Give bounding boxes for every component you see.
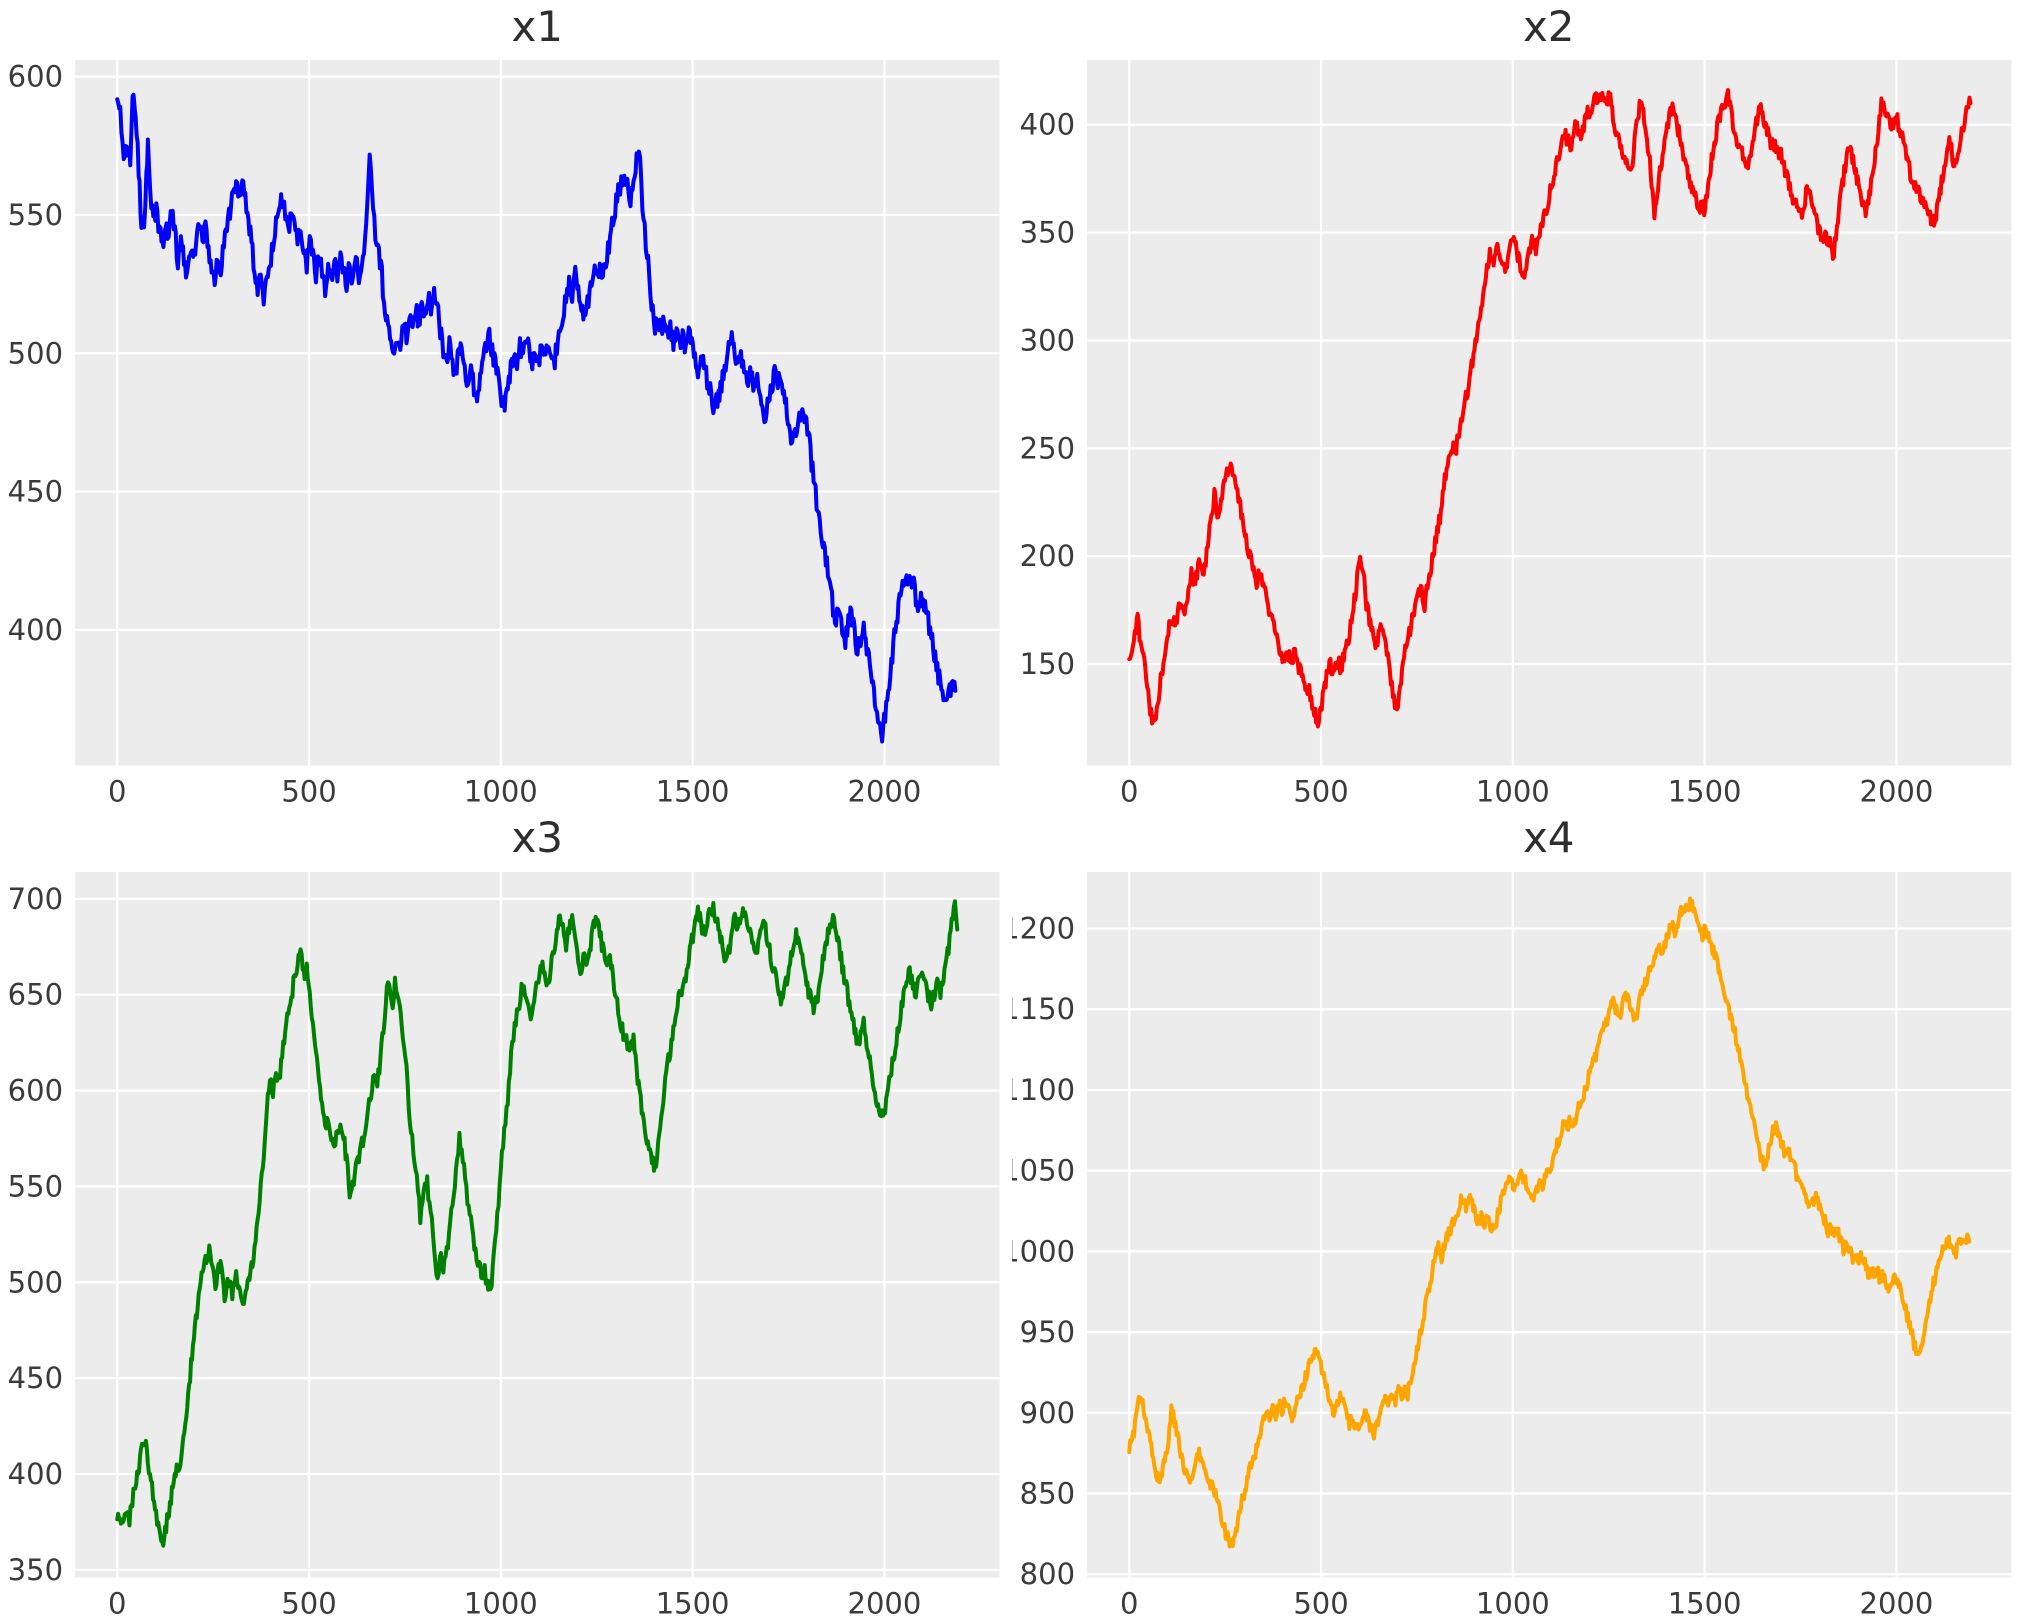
x-tick-label: 1000 <box>1475 1586 1549 1620</box>
x-tick-label: 0 <box>108 774 126 808</box>
y-tick-label: 150 <box>1019 647 1074 681</box>
y-tick-label: 500 <box>8 1265 63 1299</box>
y-tick-label: 300 <box>1019 323 1074 357</box>
x-tick-label: 0 <box>1120 774 1138 808</box>
subplot-x1: x1 0 500 1000 1500 2000 400 450 500 550 600 <box>0 0 1012 812</box>
chart-x2-canvas: 0 500 1000 1500 2000 150 200 250 300 350 400 <box>1019 60 2011 808</box>
x-tick-label: 0 <box>1120 1586 1138 1620</box>
chart-title-x4: x4 <box>1522 813 1575 862</box>
x-tick-label: 1000 <box>464 774 538 808</box>
series-line-x4 <box>1126 896 1971 1548</box>
x-tick-label: 1500 <box>1667 774 1741 808</box>
y-tick-label: 500 <box>8 336 63 370</box>
y-tick-label: 1100 <box>1012 1072 1075 1106</box>
y-tick-label: 600 <box>8 60 63 94</box>
x-tick-label: 1000 <box>1475 774 1549 808</box>
subplot-x3: x3 0 500 1000 1500 2000 350 400 450 500 550 600 650… <box>0 812 1012 1623</box>
y-tick-label: 850 <box>1019 1476 1074 1510</box>
chart-x1-canvas: 0 500 1000 1500 2000 400 450 500 550 600 <box>8 60 1000 808</box>
x-tick-label: 500 <box>281 774 336 808</box>
y-tick-label: 650 <box>8 977 63 1011</box>
y-tick-label: 450 <box>8 1361 63 1395</box>
x-tick-label: 500 <box>1293 1586 1348 1620</box>
y-tick-label: 800 <box>1019 1557 1074 1591</box>
chart-title-x1: x1 <box>511 1 564 51</box>
y-tick-label: 700 <box>8 881 63 915</box>
y-tick-label: 200 <box>1019 539 1074 573</box>
plot-area <box>75 60 1000 766</box>
chart-title-x3: x3 <box>511 813 564 862</box>
y-tick-label: 550 <box>8 1169 63 1203</box>
chart-x3-canvas: 0 500 1000 1500 2000 350 400 450 500 550 600 650 700 <box>8 871 1000 1620</box>
x-tick-label: 2000 <box>1859 1586 1933 1620</box>
x-tick-label: 500 <box>281 1586 336 1620</box>
subplot-x2: x2 0 500 1000 1500 2000 150 200 250 300 350 400 <box>1012 0 2023 812</box>
y-tick-label: 550 <box>8 198 63 232</box>
x-tick-label: 2000 <box>848 1586 922 1620</box>
y-tick-label: 1150 <box>1012 992 1075 1026</box>
x-tick-label: 500 <box>1293 774 1348 808</box>
y-tick-label: 400 <box>1019 108 1074 142</box>
chart-title-x2: x2 <box>1522 1 1575 51</box>
plot-area <box>1086 871 2011 1577</box>
y-tick-label: 1200 <box>1012 911 1075 945</box>
x-tick-label: 1000 <box>464 1586 538 1620</box>
y-tick-label: 900 <box>1019 1395 1074 1429</box>
x-tick-label: 1500 <box>1667 1586 1741 1620</box>
series-line-x2 <box>1126 88 1972 729</box>
y-tick-label: 1000 <box>1012 1234 1075 1268</box>
y-tick-label: 600 <box>8 1073 63 1107</box>
y-tick-label: 250 <box>1019 431 1074 465</box>
series-line-x1 <box>115 92 958 744</box>
series-line-x3 <box>115 898 960 1548</box>
y-tick-label: 350 <box>8 1552 63 1586</box>
y-tick-label: 350 <box>1019 216 1074 250</box>
y-tick-label: 950 <box>1019 1315 1074 1349</box>
x-tick-label: 1500 <box>656 774 730 808</box>
x-tick-label: 1500 <box>656 1586 730 1620</box>
x-tick-label: 2000 <box>848 774 922 808</box>
y-tick-label: 400 <box>8 613 63 647</box>
y-tick-label: 400 <box>8 1456 63 1490</box>
y-tick-label: 450 <box>8 475 63 509</box>
x-tick-label: 2000 <box>1859 774 1933 808</box>
x-tick-label: 0 <box>108 1586 126 1620</box>
